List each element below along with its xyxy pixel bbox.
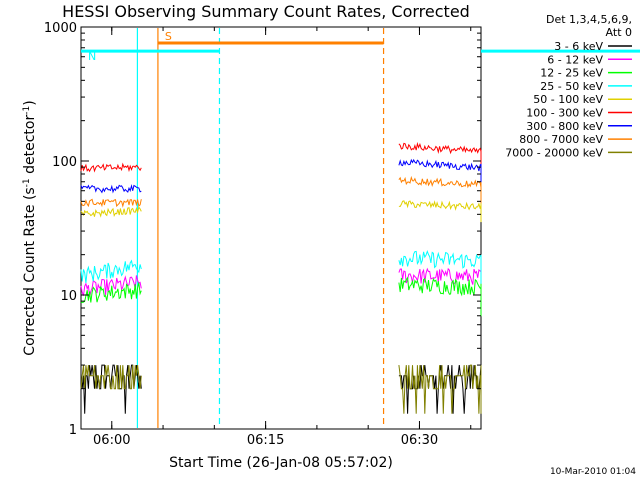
legend-item-label: 100 - 300 keV — [526, 107, 603, 120]
y-tick-label: 1 — [69, 423, 77, 438]
x-tick-label: 06:15 — [247, 433, 284, 448]
series-lines — [80, 141, 482, 414]
series-line — [80, 206, 142, 218]
legend-item-label: 12 - 25 keV — [540, 67, 603, 80]
legend-item-label: 7000 - 20000 keV — [505, 146, 603, 159]
y-tick-label: 100 — [52, 155, 77, 170]
legend-item-label: 25 - 50 keV — [540, 80, 603, 93]
legend-header-2: Att 0 — [606, 26, 632, 39]
legend-item-label: 300 - 800 keV — [526, 120, 603, 133]
legend-item-label: 3 - 6 keV — [554, 40, 603, 53]
series-line — [398, 364, 482, 414]
y-tick-label: 10 — [60, 289, 77, 304]
legend-header-1: Det 1,3,4,5,6,9, — [546, 13, 632, 26]
chart-title: HESSI Observing Summary Count Rates, Cor… — [62, 2, 470, 21]
series-line — [80, 364, 142, 414]
series-line — [80, 282, 142, 304]
series-line — [80, 184, 142, 194]
plot-area — [80, 26, 482, 430]
y-axis-label: Corrected Count Rate (s-1 detector-1) — [22, 100, 38, 355]
series-line — [398, 200, 482, 223]
legend-item-label: 800 - 7000 keV — [519, 133, 603, 146]
series-line — [80, 365, 142, 390]
y-tick-label: 1000 — [44, 21, 77, 36]
series-line — [80, 162, 142, 173]
x-ticks: 06:00 06:15 06:30 — [93, 27, 472, 448]
y-ticks: 1 10 100 1000 — [44, 21, 481, 438]
series-line — [80, 259, 142, 284]
x-tick-label: 06:00 — [93, 433, 130, 448]
x-axis-label: Start Time (26-Jan-08 05:57:02) — [169, 455, 393, 471]
mode-bar-label: S — [165, 30, 172, 43]
vertical-markers — [136, 28, 385, 428]
series-line — [80, 198, 142, 208]
footer-date: 10-Mar-2010 01:04 — [550, 467, 636, 477]
series-line — [398, 276, 482, 317]
series-line — [398, 249, 482, 284]
x-tick-label: 06:30 — [401, 433, 438, 448]
mode-bar-label: N — [88, 50, 96, 63]
series-line — [80, 275, 142, 298]
mode-bars: SN — [81, 30, 640, 63]
legend-item-label: 6 - 12 keV — [547, 53, 603, 66]
legend-item-label: 50 - 100 keV — [533, 93, 603, 106]
series-line — [398, 175, 482, 204]
